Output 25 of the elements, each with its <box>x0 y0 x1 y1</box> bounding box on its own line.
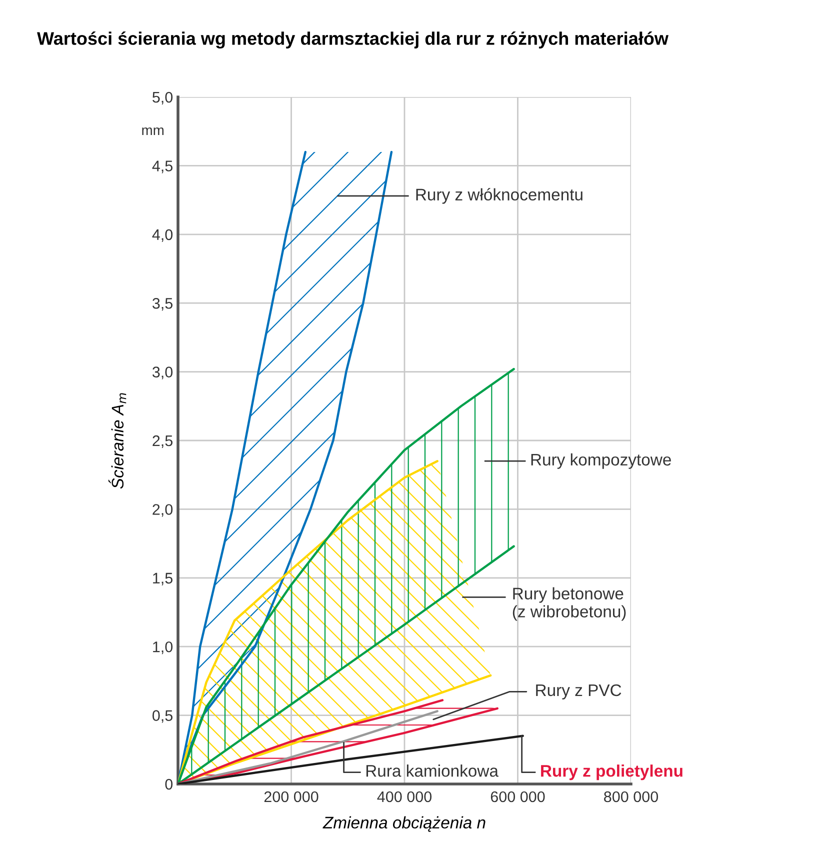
annotation: Rury z włóknocementu <box>416 188 582 204</box>
annotation: Rury betonowe (z wibrobetonu) <box>512 587 626 621</box>
y-tick-label: 4,0 <box>152 229 173 242</box>
y-tick-label: 2,5 <box>152 435 172 448</box>
annotation: Rury z PVC <box>536 684 622 700</box>
annotation: Rury kompozytowe <box>531 453 671 469</box>
x-tick-label: 200 000 <box>264 791 318 802</box>
text: mm <box>142 127 164 135</box>
y-tick-label: 0 <box>165 778 173 790</box>
x-tick-label: 600 000 <box>490 791 545 802</box>
y-tick-label: 0,5 <box>152 710 172 723</box>
y-axis-title: Ścieranie A$_{m}$ <box>108 393 126 489</box>
annotation: Rura kamionkowa <box>366 764 498 777</box>
x-tick-label: 400 000 <box>377 791 432 802</box>
y-tick-label: 4,5 <box>152 160 172 174</box>
chart-title: Wartości ścierania wg metody darmsztackiej dla rur z różnych materiałów <box>37 31 669 49</box>
annotation: Rury z polietylenu <box>541 764 682 780</box>
x-axis-title: Zmienna obciążenia n <box>322 816 486 832</box>
y-tick-label: 1,0 <box>153 641 173 654</box>
y-tick-label: 3,0 <box>152 366 173 380</box>
y-tick-label: 5,0 <box>152 92 173 104</box>
y-tick-label: 1,5 <box>153 572 172 586</box>
y-tick-label: 2,0 <box>152 504 173 517</box>
x-tick-label: 800 000 <box>604 791 658 802</box>
y-tick-label: 3,5 <box>152 298 172 311</box>
